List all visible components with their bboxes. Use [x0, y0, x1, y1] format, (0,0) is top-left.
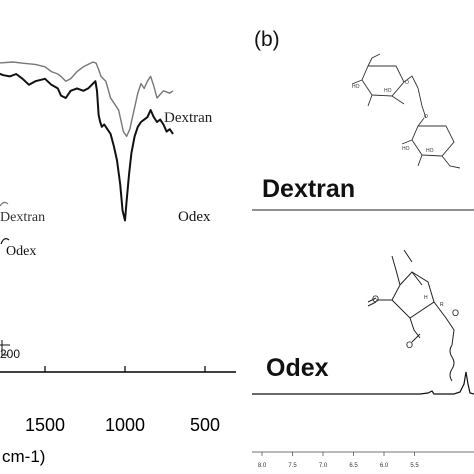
nmr-odex-title: Odex: [266, 354, 329, 382]
ftir-series-dextran: [0, 61, 174, 138]
ftir-legend-swatch-dextran: [0, 201, 9, 207]
svg-text:HO: HO: [402, 146, 410, 152]
nmr-ppm-tick-label: 6.0: [380, 463, 389, 469]
svg-text:O: O: [405, 80, 409, 86]
ftir-plot-area: [0, 61, 174, 222]
ftir-x-tick-label: 1500: [25, 415, 65, 435]
svg-text:HO: HO: [352, 84, 360, 90]
nmr-ppm-ticks: 8.0 7.5 7.0 6.5 6.0 5.5: [258, 452, 419, 469]
nmr-odex-spectrum: [252, 371, 474, 395]
svg-text:O: O: [372, 294, 379, 304]
svg-text:R: R: [440, 302, 444, 308]
ftir-x-axis-label: cm-1): [2, 447, 45, 466]
panel-b-label: (b): [254, 28, 280, 51]
svg-text:O: O: [452, 308, 459, 318]
nmr-ppm-tick-label: 7.0: [319, 463, 328, 469]
ftir-x-tick-label: 1000: [105, 415, 145, 435]
odex-structure-image: O O O H R: [367, 249, 459, 382]
nmr-panel: (b) HO HO HO HO O O Dextran: [252, 28, 474, 469]
svg-text:HO: HO: [426, 148, 434, 154]
svg-text:O: O: [406, 340, 413, 350]
ftir-inset-legend: Dextran Odex 200: [0, 201, 45, 361]
ftir-series-odex: [0, 72, 174, 222]
svg-text:O: O: [424, 114, 428, 120]
ftir-inset-tick-label: 200: [0, 347, 20, 361]
ftir-curve-label-dextran: Dextran: [164, 110, 213, 126]
nmr-ppm-tick-label: 6.5: [349, 463, 358, 469]
nmr-odex-baseline: [252, 371, 474, 395]
ftir-x-tick-label: 500: [190, 415, 220, 435]
ftir-panel: 1500 1000 500 cm-1) Dextran Odex Dextran O…: [0, 61, 236, 466]
ftir-inset-bracket: [1, 340, 8, 356]
nmr-ppm-tick-label: 8.0: [258, 463, 267, 469]
nmr-dextran-title: Dextran: [262, 175, 355, 203]
dextran-structure-image: HO HO HO HO O O: [351, 53, 461, 169]
ftir-legend-entry-dextran: Dextran: [0, 210, 45, 225]
nmr-ppm-tick-label: 7.5: [288, 463, 297, 469]
svg-text:HO: HO: [384, 88, 392, 94]
ftir-legend-swatch-odex: [0, 238, 10, 245]
nmr-ppm-tick-label: 5.5: [410, 463, 419, 469]
ftir-legend-entry-odex: Odex: [6, 244, 36, 259]
ftir-curve-label-odex: Odex: [178, 209, 211, 225]
ftir-x-ticks: 1500 1000 500: [25, 366, 220, 435]
svg-text:H: H: [424, 295, 428, 301]
